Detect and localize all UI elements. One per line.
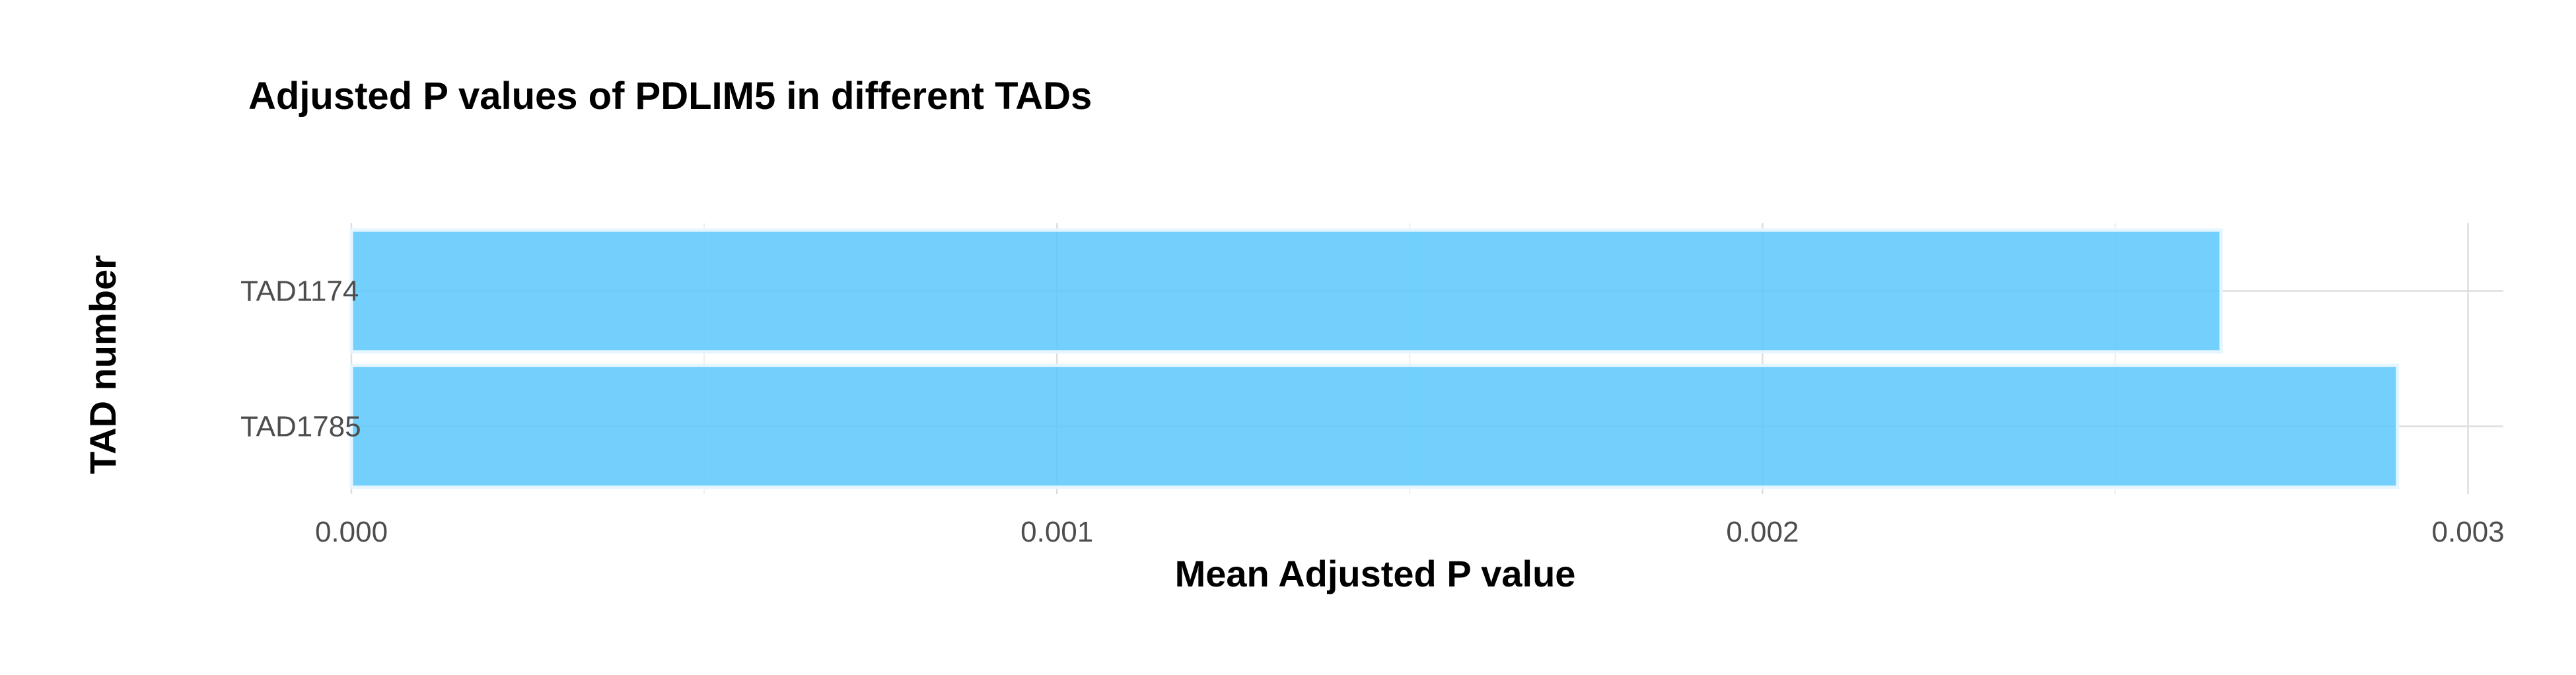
bar-tad1785 — [349, 363, 2400, 489]
x-tick-label: 0.003 — [2432, 516, 2505, 548]
y-tick-label: TAD1785 — [240, 411, 361, 443]
chart-title: Adjusted P values of PDLIM5 in different… — [248, 75, 1092, 118]
x-tick-label: 0.001 — [1020, 516, 1093, 548]
x-tick-label: 0.002 — [1726, 516, 1799, 548]
x-tick-label: 0.000 — [315, 516, 388, 548]
y-axis-title: TAD number — [82, 255, 124, 474]
bars — [349, 228, 2400, 489]
x-axis-title: Mean Adjusted P value — [1175, 553, 1576, 594]
tick-labels: TAD1174 TAD1785 0.000 0.001 0.002 0.003 — [240, 275, 2505, 549]
y-tick-label: TAD1174 — [240, 275, 359, 308]
bar-tad1174 — [349, 228, 2223, 354]
